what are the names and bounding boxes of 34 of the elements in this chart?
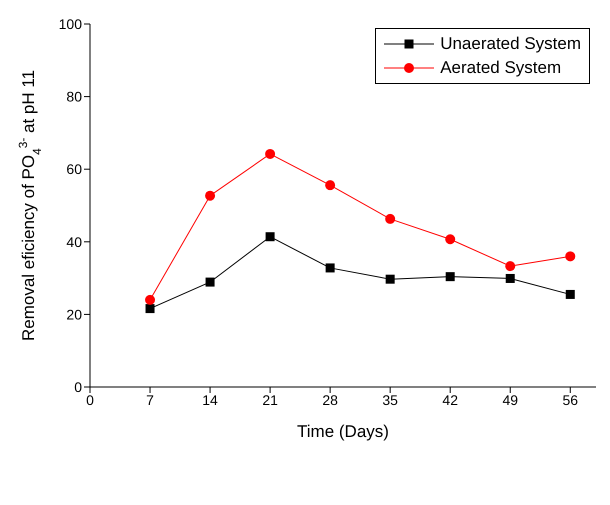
y-tick-label: 60 (66, 161, 82, 178)
x-tick-label: 56 (562, 392, 578, 408)
x-axis-title: Time (Days) (297, 422, 389, 441)
point (206, 278, 215, 287)
point (145, 294, 156, 305)
x-tick-label: 49 (502, 392, 518, 408)
point (445, 234, 456, 244)
point (325, 180, 336, 190)
x-tick-label: 21 (262, 392, 278, 408)
point (505, 261, 516, 272)
point (566, 290, 575, 299)
point (326, 263, 335, 272)
y-tick-label: 0 (74, 378, 82, 395)
point (146, 304, 155, 314)
x-tick-label: 42 (442, 392, 458, 408)
y-tick-label: 40 (66, 234, 82, 250)
legend-label: Aerated System (440, 58, 562, 78)
point (265, 148, 276, 159)
y-tick-label: 100 (58, 16, 82, 32)
point (446, 272, 455, 282)
point (565, 251, 576, 262)
point (385, 214, 396, 224)
x-tick-label: 0 (86, 392, 94, 408)
x-tick-label: 28 (322, 392, 338, 408)
x-tick-label: 14 (202, 392, 218, 408)
point (506, 274, 515, 283)
y-tick-label: 20 (66, 306, 82, 322)
point (205, 190, 216, 201)
point (386, 274, 395, 284)
point (266, 232, 275, 242)
y-tick-label: 80 (66, 88, 82, 105)
x-tick-label: 35 (382, 392, 398, 408)
x-tick-label: 7 (146, 392, 154, 408)
legend-label: Unaerated System (440, 34, 581, 54)
